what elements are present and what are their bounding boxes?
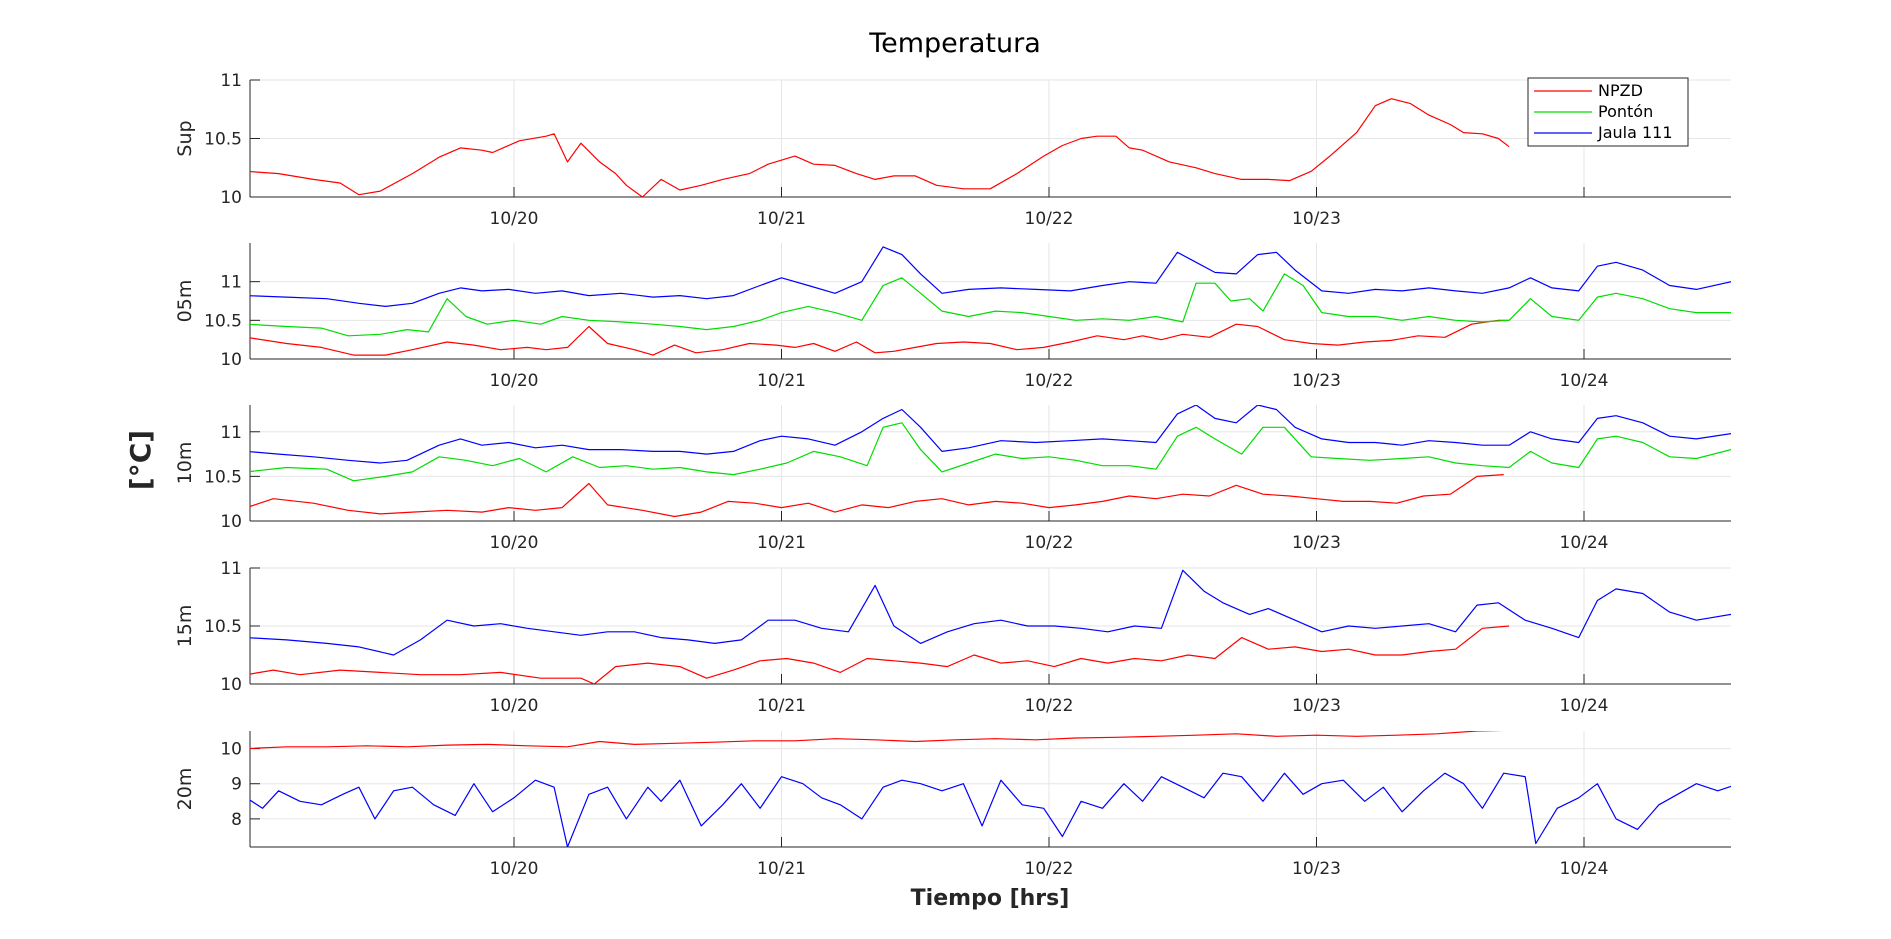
x-tick-label: 10/24 [1560,859,1609,879]
x-tick-label: 10/20 [490,371,539,391]
panel-ylabel: 20m [174,768,196,811]
x-tick-label: 10/21 [757,696,806,716]
series-line-npzd [250,625,1510,684]
series-line-npzd [250,474,1504,518]
chart-title: Temperatura [868,28,1041,59]
panel-ylabel: 15m [174,605,196,648]
y-tick-label: 9 [231,775,242,795]
x-tick-label: 10/23 [1292,371,1341,391]
x-tick-label: 10/22 [1025,209,1074,229]
x-tick-label: 10/20 [490,533,539,553]
y-tick-label: 11 [220,273,242,293]
series-line-jaula-111 [250,246,1731,307]
y-tick-label: 10.5 [204,617,242,637]
panel-05m: 10 10.5 11 10/20 10/21 10/22 10/23 10/24 05m [174,243,1731,391]
panel-15m: 10 10.5 11 10/20 10/21 10/22 10/23 10/24 15m [174,559,1731,716]
x-tick-label: 10/21 [757,533,806,553]
y-tick-label: 10.5 [204,130,242,150]
panel-ylabel: 05m [174,280,196,323]
x-tick-label: 10/20 [490,859,539,879]
x-tick-label: 10/21 [757,859,806,879]
x-tick-label: 10/24 [1560,533,1609,553]
y-tick-label: 10.5 [204,311,242,331]
series-line-pontón [250,273,1731,337]
series-line-jaula-111 [250,772,1731,847]
legend: NPZD Pontón Jaula 111 [1527,77,1689,147]
y-tick-label: 10 [220,740,242,760]
x-tick-label: 10/22 [1025,371,1074,391]
legend-label: Pontón [1598,102,1653,121]
x-tick-label: 10/24 [1560,371,1609,391]
panel-10m: 10 10.5 11 10/20 10/21 10/22 10/23 10/24 10m [174,405,1731,553]
series-line-jaula-111 [250,405,1731,464]
x-tick-label: 10/22 [1025,859,1074,879]
panel-Sup: 10 10.5 11 10/20 10/21 10/22 10/23 Sup [174,71,1731,229]
x-tick-label: 10/21 [757,209,806,229]
legend-label: NPZD [1598,81,1643,100]
y-tick-label: 11 [220,423,242,443]
y-axis-label: [°C] [124,430,157,490]
y-tick-label: 10 [220,675,242,695]
y-tick-label: 11 [220,71,242,91]
y-tick-label: 11 [220,559,242,579]
x-tick-label: 10/23 [1292,209,1341,229]
x-tick-label: 10/20 [490,696,539,716]
x-tick-label: 10/24 [1560,696,1609,716]
y-tick-label: 10 [220,350,242,370]
x-tick-label: 10/20 [490,209,539,229]
x-tick-label: 10/23 [1292,533,1341,553]
x-tick-label: 10/23 [1292,859,1341,879]
x-tick-label: 10/21 [757,371,806,391]
y-tick-label: 10 [220,188,242,208]
y-tick-label: 10 [220,512,242,532]
y-tick-label: 10.5 [204,467,242,487]
panel-ylabel: 10m [174,442,196,485]
x-tick-label: 10/22 [1025,696,1074,716]
series-line-pontón [250,422,1731,482]
x-tick-label: 10/23 [1292,696,1341,716]
panel-ylabel: Sup [174,120,196,156]
series-line-jaula-111 [250,569,1731,656]
series-line-npzd [250,319,1510,356]
y-tick-label: 8 [231,810,242,830]
series-line-npzd [250,731,1505,750]
x-axis-label: Tiempo [hrs] [911,886,1070,911]
panel-20m: 8 9 10 10/20 10/21 10/22 10/23 10/24 20m [174,731,1731,879]
legend-label: Jaula 111 [1597,123,1673,142]
series-line-npzd [250,98,1510,197]
x-tick-label: 10/22 [1025,533,1074,553]
